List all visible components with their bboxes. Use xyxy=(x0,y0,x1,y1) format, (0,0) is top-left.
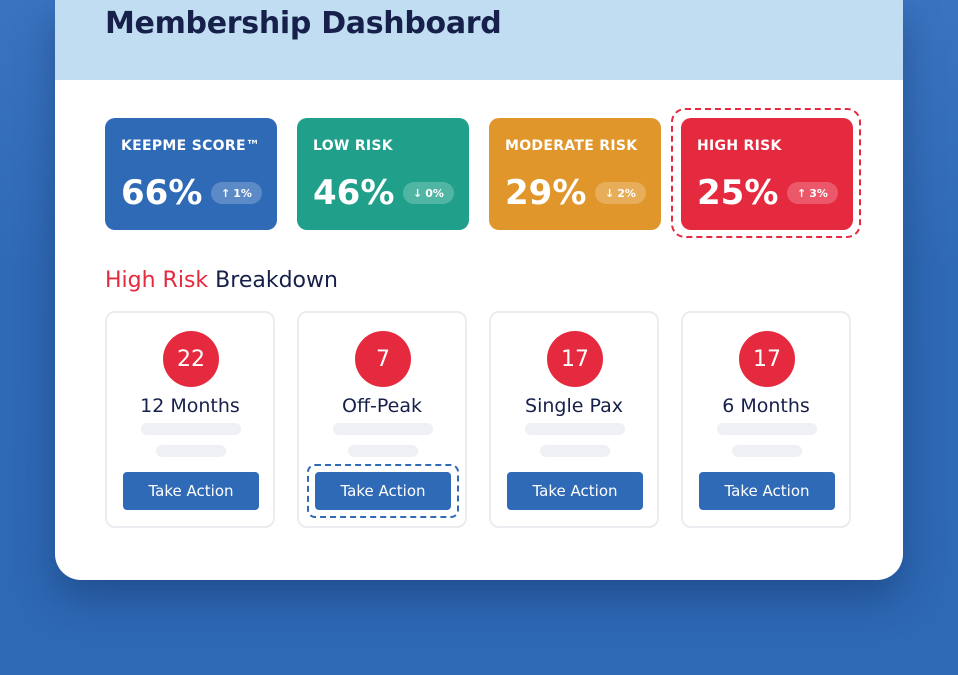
placeholder-line xyxy=(717,423,817,435)
placeholder-line xyxy=(156,445,226,457)
card-name: 6 Months xyxy=(722,395,810,417)
placeholder-line xyxy=(348,445,418,457)
placeholder-line xyxy=(540,445,610,457)
card-name: 12 Months xyxy=(140,395,240,417)
page-title: Membership Dashboard xyxy=(105,6,502,41)
breakdown-card-off-peak: 7 Off-Peak Take Action xyxy=(297,311,467,528)
change-badge: ↓ 0% xyxy=(403,182,454,204)
stat-label: KEEPME SCORE™ xyxy=(121,138,261,154)
stat-label: MODERATE RISK xyxy=(505,138,638,154)
stat-card-moderate-risk[interactable]: MODERATE RISK 29% ↓ 2% xyxy=(489,118,661,230)
stat-label: HIGH RISK xyxy=(697,138,782,154)
arrow-down-icon: ↓ xyxy=(605,186,615,200)
stat-card-high-risk[interactable]: HIGH RISK 25% ↑ 3% xyxy=(681,118,853,230)
count-badge: 22 xyxy=(163,331,219,387)
arrow-up-icon: ↑ xyxy=(797,186,807,200)
count-badge: 17 xyxy=(547,331,603,387)
card-name: Off-Peak xyxy=(341,395,423,417)
card-name: Single Pax xyxy=(525,395,623,417)
stat-value: 25% xyxy=(697,173,779,213)
change-badge: ↓ 2% xyxy=(595,182,646,204)
take-action-highlight xyxy=(307,464,459,518)
breakdown-card-6-months: 17 6 Months Take Action xyxy=(681,311,851,528)
high-risk-highlight xyxy=(671,108,861,238)
change-badge: ↑ 3% xyxy=(787,182,838,204)
change-value: 2% xyxy=(617,186,636,200)
section-title: High Risk Breakdown xyxy=(105,268,338,293)
placeholder-line xyxy=(525,423,625,435)
take-action-button[interactable]: Take Action xyxy=(123,472,259,510)
change-value: 3% xyxy=(809,186,828,200)
arrow-down-icon: ↓ xyxy=(413,186,423,200)
take-action-button[interactable]: Take Action xyxy=(699,472,835,510)
dashboard-header: Membership Dashboard xyxy=(55,0,903,80)
stat-card-keepme-score[interactable]: KEEPME SCORE™ 66% ↑ 1% xyxy=(105,118,277,230)
stat-label: LOW RISK xyxy=(313,138,393,154)
stat-value: 46% xyxy=(313,173,395,213)
breakdown-card-single-pax: 17 Single Pax Take Action xyxy=(489,311,659,528)
change-value: 0% xyxy=(425,186,444,200)
change-badge: ↑ 1% xyxy=(211,182,262,204)
stat-card-low-risk[interactable]: LOW RISK 46% ↓ 0% xyxy=(297,118,469,230)
count-badge: 7 xyxy=(355,331,411,387)
placeholder-line xyxy=(333,423,433,435)
take-action-button[interactable]: Take Action xyxy=(315,472,451,510)
take-action-button[interactable]: Take Action xyxy=(507,472,643,510)
change-value: 1% xyxy=(233,186,252,200)
stat-value: 66% xyxy=(121,173,203,213)
count-badge: 17 xyxy=(739,331,795,387)
placeholder-line xyxy=(732,445,802,457)
arrow-up-icon: ↑ xyxy=(221,186,231,200)
breakdown-card-12-months: 22 12 Months Take Action xyxy=(105,311,275,528)
section-title-rest: Breakdown xyxy=(215,268,338,293)
section-title-accent: High Risk xyxy=(105,268,209,293)
stat-value: 29% xyxy=(505,173,587,213)
placeholder-line xyxy=(141,423,241,435)
